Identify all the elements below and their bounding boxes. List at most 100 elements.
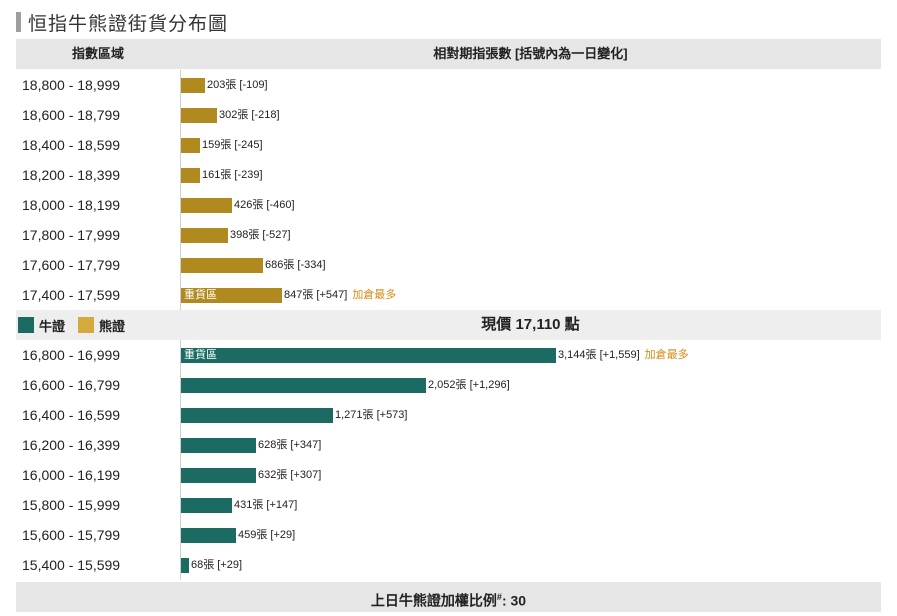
axis-line — [180, 340, 181, 580]
page-title-row: 恒指牛熊證街貨分布圖 — [16, 8, 228, 36]
index-range: 18,400 - 18,599 — [22, 137, 121, 153]
bull-row: 16,400 - 16,599 1,271張 [+573] — [16, 400, 881, 430]
bear-bar — [181, 138, 200, 153]
legend-bull: 牛證 — [18, 310, 65, 340]
value-text: 68張 [+29] — [191, 559, 243, 571]
header-range: 指數區域 — [71, 46, 124, 61]
index-range: 18,000 - 18,199 — [22, 197, 121, 213]
bear-swatch — [78, 317, 94, 333]
bull-bar — [181, 408, 333, 423]
bear-row: 18,800 - 18,999 203張 [-109] — [16, 70, 881, 100]
page-title: 恒指牛熊證街貨分布圖 — [28, 13, 229, 35]
bear-bar: 重貨區 — [181, 288, 282, 303]
bear-bar — [181, 108, 217, 123]
bull-row: 16,000 - 16,199 632張 [+307] — [16, 460, 881, 490]
value-label: 431張 [+147] — [234, 490, 297, 520]
bull-bar — [181, 498, 232, 513]
bear-row: 17,800 - 17,999 398張 [-527] — [16, 220, 881, 250]
index-range: 17,400 - 17,599 — [22, 287, 121, 303]
heavy-zone-tag: 重貨區 — [184, 289, 217, 301]
header-contracts: 相對期指張數 [括號內為一日變化] — [433, 46, 628, 61]
bear-bar — [181, 198, 232, 213]
axis-line — [180, 70, 181, 310]
value-text: 1,271張 [+573] — [335, 409, 408, 421]
bull-row: 16,200 - 16,399 628張 [+347] — [16, 430, 881, 460]
legend-bear: 熊證 — [78, 310, 125, 340]
value-text: 3,144張 [+1,559] — [558, 349, 640, 361]
value-text: 398張 [-527] — [230, 229, 291, 241]
value-label: 632張 [+307] — [258, 460, 321, 490]
bear-bar — [181, 78, 205, 93]
value-text: 2,052張 [+1,296] — [428, 379, 510, 391]
bear-bar — [181, 258, 263, 273]
value-label: 203張 [-109] — [207, 70, 268, 100]
value-text: 159張 [-245] — [202, 139, 263, 151]
index-range: 15,600 - 15,799 — [22, 527, 121, 543]
bull-row: 15,400 - 15,599 68張 [+29] — [16, 550, 881, 580]
index-range: 16,400 - 16,599 — [22, 407, 121, 423]
index-range: 18,800 - 18,999 — [22, 77, 121, 93]
index-range: 18,600 - 18,799 — [22, 107, 121, 123]
index-range: 17,600 - 17,799 — [22, 257, 121, 273]
heavy-zone-tag: 重貨區 — [184, 349, 217, 361]
legend-bear-label: 熊證 — [99, 318, 126, 334]
bear-row: 17,400 - 17,599 重貨區 847張 [+547] 加倉最多 — [16, 280, 881, 310]
index-range: 15,800 - 15,999 — [22, 497, 121, 513]
value-label: 2,052張 [+1,296] — [428, 370, 510, 400]
bear-bar — [181, 228, 228, 243]
value-label: 459張 [+29] — [238, 520, 295, 550]
value-text: 203張 [-109] — [207, 79, 268, 91]
max-added-note: 加倉最多 — [644, 349, 689, 361]
bull-row: 16,800 - 16,999 重貨區 3,144張 [+1,559] 加倉最多 — [16, 340, 881, 370]
footer-ratio: 上日牛熊證加權比例#: 30 — [16, 582, 881, 612]
legend-row: 牛證 熊證 現價 17,110 點 — [16, 310, 881, 340]
value-label: 847張 [+547] 加倉最多 — [284, 280, 396, 310]
index-range: 16,000 - 16,199 — [22, 467, 121, 483]
value-label: 426張 [-460] — [234, 190, 295, 220]
bear-row: 18,200 - 18,399 161張 [-239] — [16, 160, 881, 190]
footer-text: 上日牛熊證加權比例 — [370, 592, 497, 609]
bull-swatch — [18, 317, 34, 333]
value-text: 426張 [-460] — [234, 199, 295, 211]
value-label: 686張 [-334] — [265, 250, 326, 280]
bull-row: 16,600 - 16,799 2,052張 [+1,296] — [16, 370, 881, 400]
value-text: 459張 [+29] — [238, 529, 296, 541]
index-range: 16,800 - 16,999 — [22, 347, 121, 363]
value-label: 3,144張 [+1,559] 加倉最多 — [558, 340, 689, 370]
bear-row: 17,600 - 17,799 686張 [-334] — [16, 250, 881, 280]
footer-marker: # — [496, 592, 502, 602]
value-label: 159張 [-245] — [202, 130, 263, 160]
bull-bar — [181, 438, 256, 453]
bear-bar — [181, 168, 200, 183]
bull-bar: 重貨區 — [181, 348, 556, 363]
bull-row: 15,600 - 15,799 459張 [+29] — [16, 520, 881, 550]
value-text: 632張 [+307] — [258, 469, 322, 481]
bull-bar — [181, 468, 256, 483]
index-range: 18,200 - 18,399 — [22, 167, 121, 183]
legend-bull-label: 牛證 — [39, 318, 66, 334]
table-header: 指數區域 相對期指張數 [括號內為一日變化] — [16, 39, 881, 69]
bear-row: 18,600 - 18,799 302張 [-218] — [16, 100, 881, 130]
value-text: 628張 [+347] — [258, 439, 322, 451]
bull-row: 15,800 - 15,999 431張 [+147] — [16, 490, 881, 520]
value-text: 431張 [+147] — [234, 499, 298, 511]
value-label: 628張 [+347] — [258, 430, 321, 460]
footer-value: : 30 — [501, 592, 527, 609]
value-label: 68張 [+29] — [191, 550, 242, 580]
value-text: 686張 [-334] — [265, 259, 326, 271]
bull-bar — [181, 378, 426, 393]
index-range: 16,200 - 16,399 — [22, 437, 121, 453]
bear-row: 18,000 - 18,199 426張 [-460] — [16, 190, 881, 220]
title-marker — [16, 12, 21, 32]
bear-row: 18,400 - 18,599 159張 [-245] — [16, 130, 881, 160]
bull-bar — [181, 558, 189, 573]
value-label: 161張 [-239] — [202, 160, 263, 190]
value-text: 161張 [-239] — [202, 169, 263, 181]
index-range: 17,800 - 17,999 — [22, 227, 121, 243]
bull-bar — [181, 528, 236, 543]
value-label: 398張 [-527] — [230, 220, 291, 250]
value-text: 302張 [-218] — [219, 109, 280, 121]
index-range: 16,600 - 16,799 — [22, 377, 121, 393]
current-price: 現價 17,110 點 — [481, 316, 580, 333]
max-added-note: 加倉最多 — [352, 289, 397, 301]
